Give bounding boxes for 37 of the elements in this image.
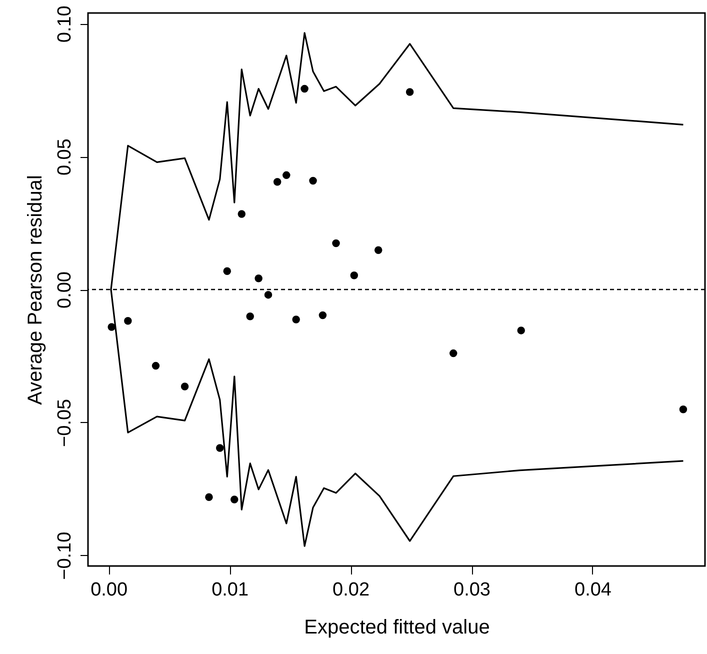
point — [223, 267, 231, 276]
x-tick-label: 0.02 — [332, 580, 370, 600]
point — [205, 493, 213, 502]
y-tick-label: −0.10 — [54, 532, 76, 580]
point — [282, 171, 290, 180]
point — [238, 210, 246, 218]
point — [332, 239, 340, 248]
point — [254, 274, 262, 282]
point — [124, 317, 132, 325]
y-tick-label: 0.00 — [54, 272, 76, 308]
x-tick-label: 0.03 — [454, 580, 490, 600]
point — [273, 178, 282, 186]
y-tick-label: −0.05 — [54, 398, 76, 447]
point — [374, 246, 382, 254]
point — [216, 444, 224, 452]
point — [309, 176, 317, 185]
point — [350, 272, 358, 280]
point — [230, 496, 238, 504]
point — [180, 382, 189, 390]
point — [679, 406, 688, 414]
point — [517, 326, 525, 334]
point — [318, 311, 327, 320]
y-tick-label: 0.05 — [54, 138, 76, 176]
y-tick-label: 0.10 — [54, 6, 76, 43]
point — [292, 316, 300, 324]
point — [108, 323, 116, 331]
point — [300, 84, 308, 93]
point — [264, 290, 272, 299]
point — [152, 362, 160, 370]
point — [246, 312, 254, 320]
x-axis-title: Expected fitted value — [304, 616, 490, 638]
x-tick-label: 0.00 — [90, 580, 128, 600]
point — [406, 88, 414, 96]
x-tick-label: 0.04 — [574, 580, 612, 600]
x-tick-label: 0.01 — [212, 580, 249, 600]
point — [449, 349, 458, 358]
y-axis-title: Average Pearson residual — [24, 175, 46, 405]
